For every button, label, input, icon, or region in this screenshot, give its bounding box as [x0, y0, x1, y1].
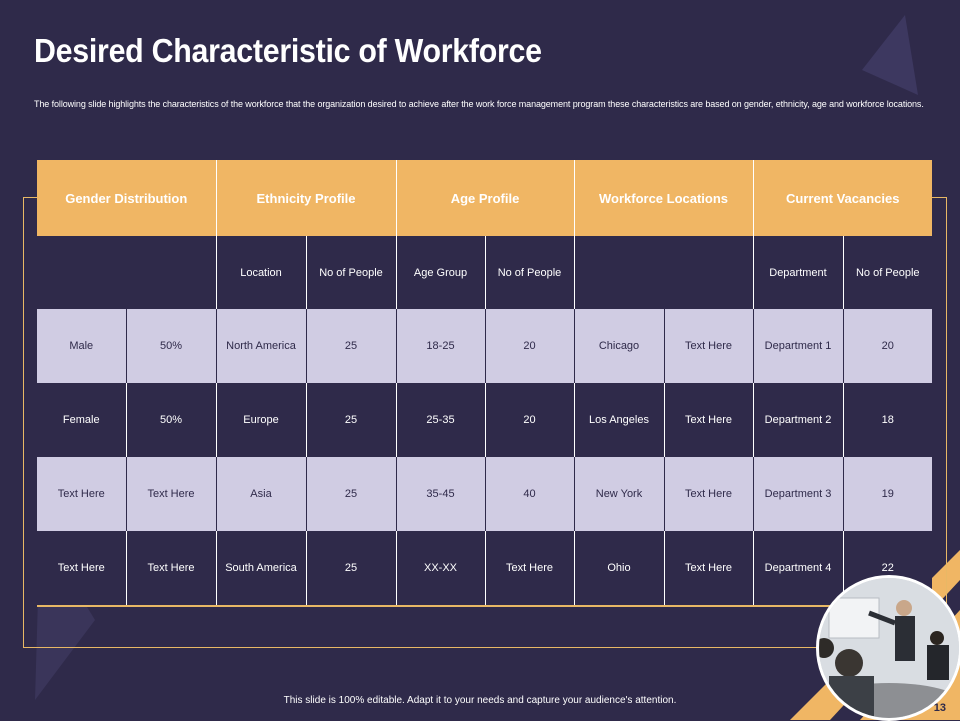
table-cell: 20	[842, 309, 933, 383]
subheader-cell: No of People	[305, 236, 397, 309]
table-cell: Europe	[215, 383, 307, 457]
table-cell: Department 1	[752, 309, 844, 383]
table-cell: 25	[305, 531, 397, 607]
table-cell: North America	[215, 309, 307, 383]
header-age: Age Profile	[395, 160, 575, 236]
table-cell: Asia	[215, 457, 307, 531]
table-row: Text Here Text Here Asia 25 35-45 40 New…	[37, 457, 933, 531]
table-cell: 25	[305, 383, 397, 457]
workforce-table: Gender Distribution Ethnicity Profile Ag…	[37, 160, 933, 607]
table-cell: Text Here	[37, 457, 127, 531]
table-cell: 40	[484, 457, 575, 531]
table-cell: Male	[37, 309, 127, 383]
table-cell: 20	[484, 383, 575, 457]
slide-footer: This slide is 100% editable. Adapt it to…	[283, 695, 677, 706]
subheader-cell: Location	[215, 236, 307, 309]
table-cell: 50%	[125, 383, 217, 457]
table-cell: 25-35	[395, 383, 486, 457]
table-row: Female 50% Europe 25 25-35 20 Los Angele…	[37, 383, 933, 457]
table-cell: 18	[842, 383, 933, 457]
table-cell: Department 2	[752, 383, 844, 457]
table-cell: Text Here	[37, 531, 127, 607]
subheader-cell: Department	[752, 236, 844, 309]
table-row: Male 50% North America 25 18-25 20 Chica…	[37, 309, 933, 383]
table-cell: Female	[37, 383, 127, 457]
table-cell: Text Here	[663, 457, 754, 531]
table-cell: 20	[484, 309, 575, 383]
table-cell: Text Here	[484, 531, 575, 607]
table-cell: Text Here	[663, 383, 754, 457]
table-row: Text Here Text Here South America 25 XX-…	[37, 531, 933, 607]
table-cell: 25	[305, 457, 397, 531]
table-cell: Chicago	[573, 309, 665, 383]
table-cell: Text Here	[125, 531, 217, 607]
table-cell: Text Here	[663, 531, 754, 607]
table-cell: South America	[215, 531, 307, 607]
table-cell: 19	[842, 457, 933, 531]
subheader-cell	[37, 236, 217, 309]
table-cell: Text Here	[663, 309, 754, 383]
table-cell: 18-25	[395, 309, 486, 383]
header-row: Gender Distribution Ethnicity Profile Ag…	[37, 160, 933, 236]
subheader-cell: No of People	[842, 236, 933, 309]
table-cell: Ohio	[573, 531, 665, 607]
table-cell: Los Angeles	[573, 383, 665, 457]
table-cell: New York	[573, 457, 665, 531]
slide-title: Desired Characteristic of Workforce	[34, 32, 542, 69]
table-cell: 50%	[125, 309, 217, 383]
table-cell: Department 3	[752, 457, 844, 531]
subheader-row: Location No of People Age Group No of Pe…	[37, 236, 933, 309]
business-meeting-photo	[816, 575, 960, 721]
subheader-cell: No of People	[484, 236, 575, 309]
header-locations: Workforce Locations	[573, 160, 754, 236]
slide-subtitle: The following slide highlights the chara…	[34, 99, 924, 109]
table-cell: XX-XX	[395, 531, 486, 607]
table-cell: Department 4	[752, 531, 844, 607]
table-cell: 25	[305, 309, 397, 383]
subheader-cell: Age Group	[395, 236, 486, 309]
table-cell: 35-45	[395, 457, 486, 531]
header-gender: Gender Distribution	[37, 160, 217, 236]
table-cell: Text Here	[125, 457, 217, 531]
header-ethnicity: Ethnicity Profile	[215, 160, 397, 236]
page-number: 13	[933, 702, 946, 714]
subheader-cell	[573, 236, 754, 309]
header-vacancies: Current Vacancies	[752, 160, 933, 236]
